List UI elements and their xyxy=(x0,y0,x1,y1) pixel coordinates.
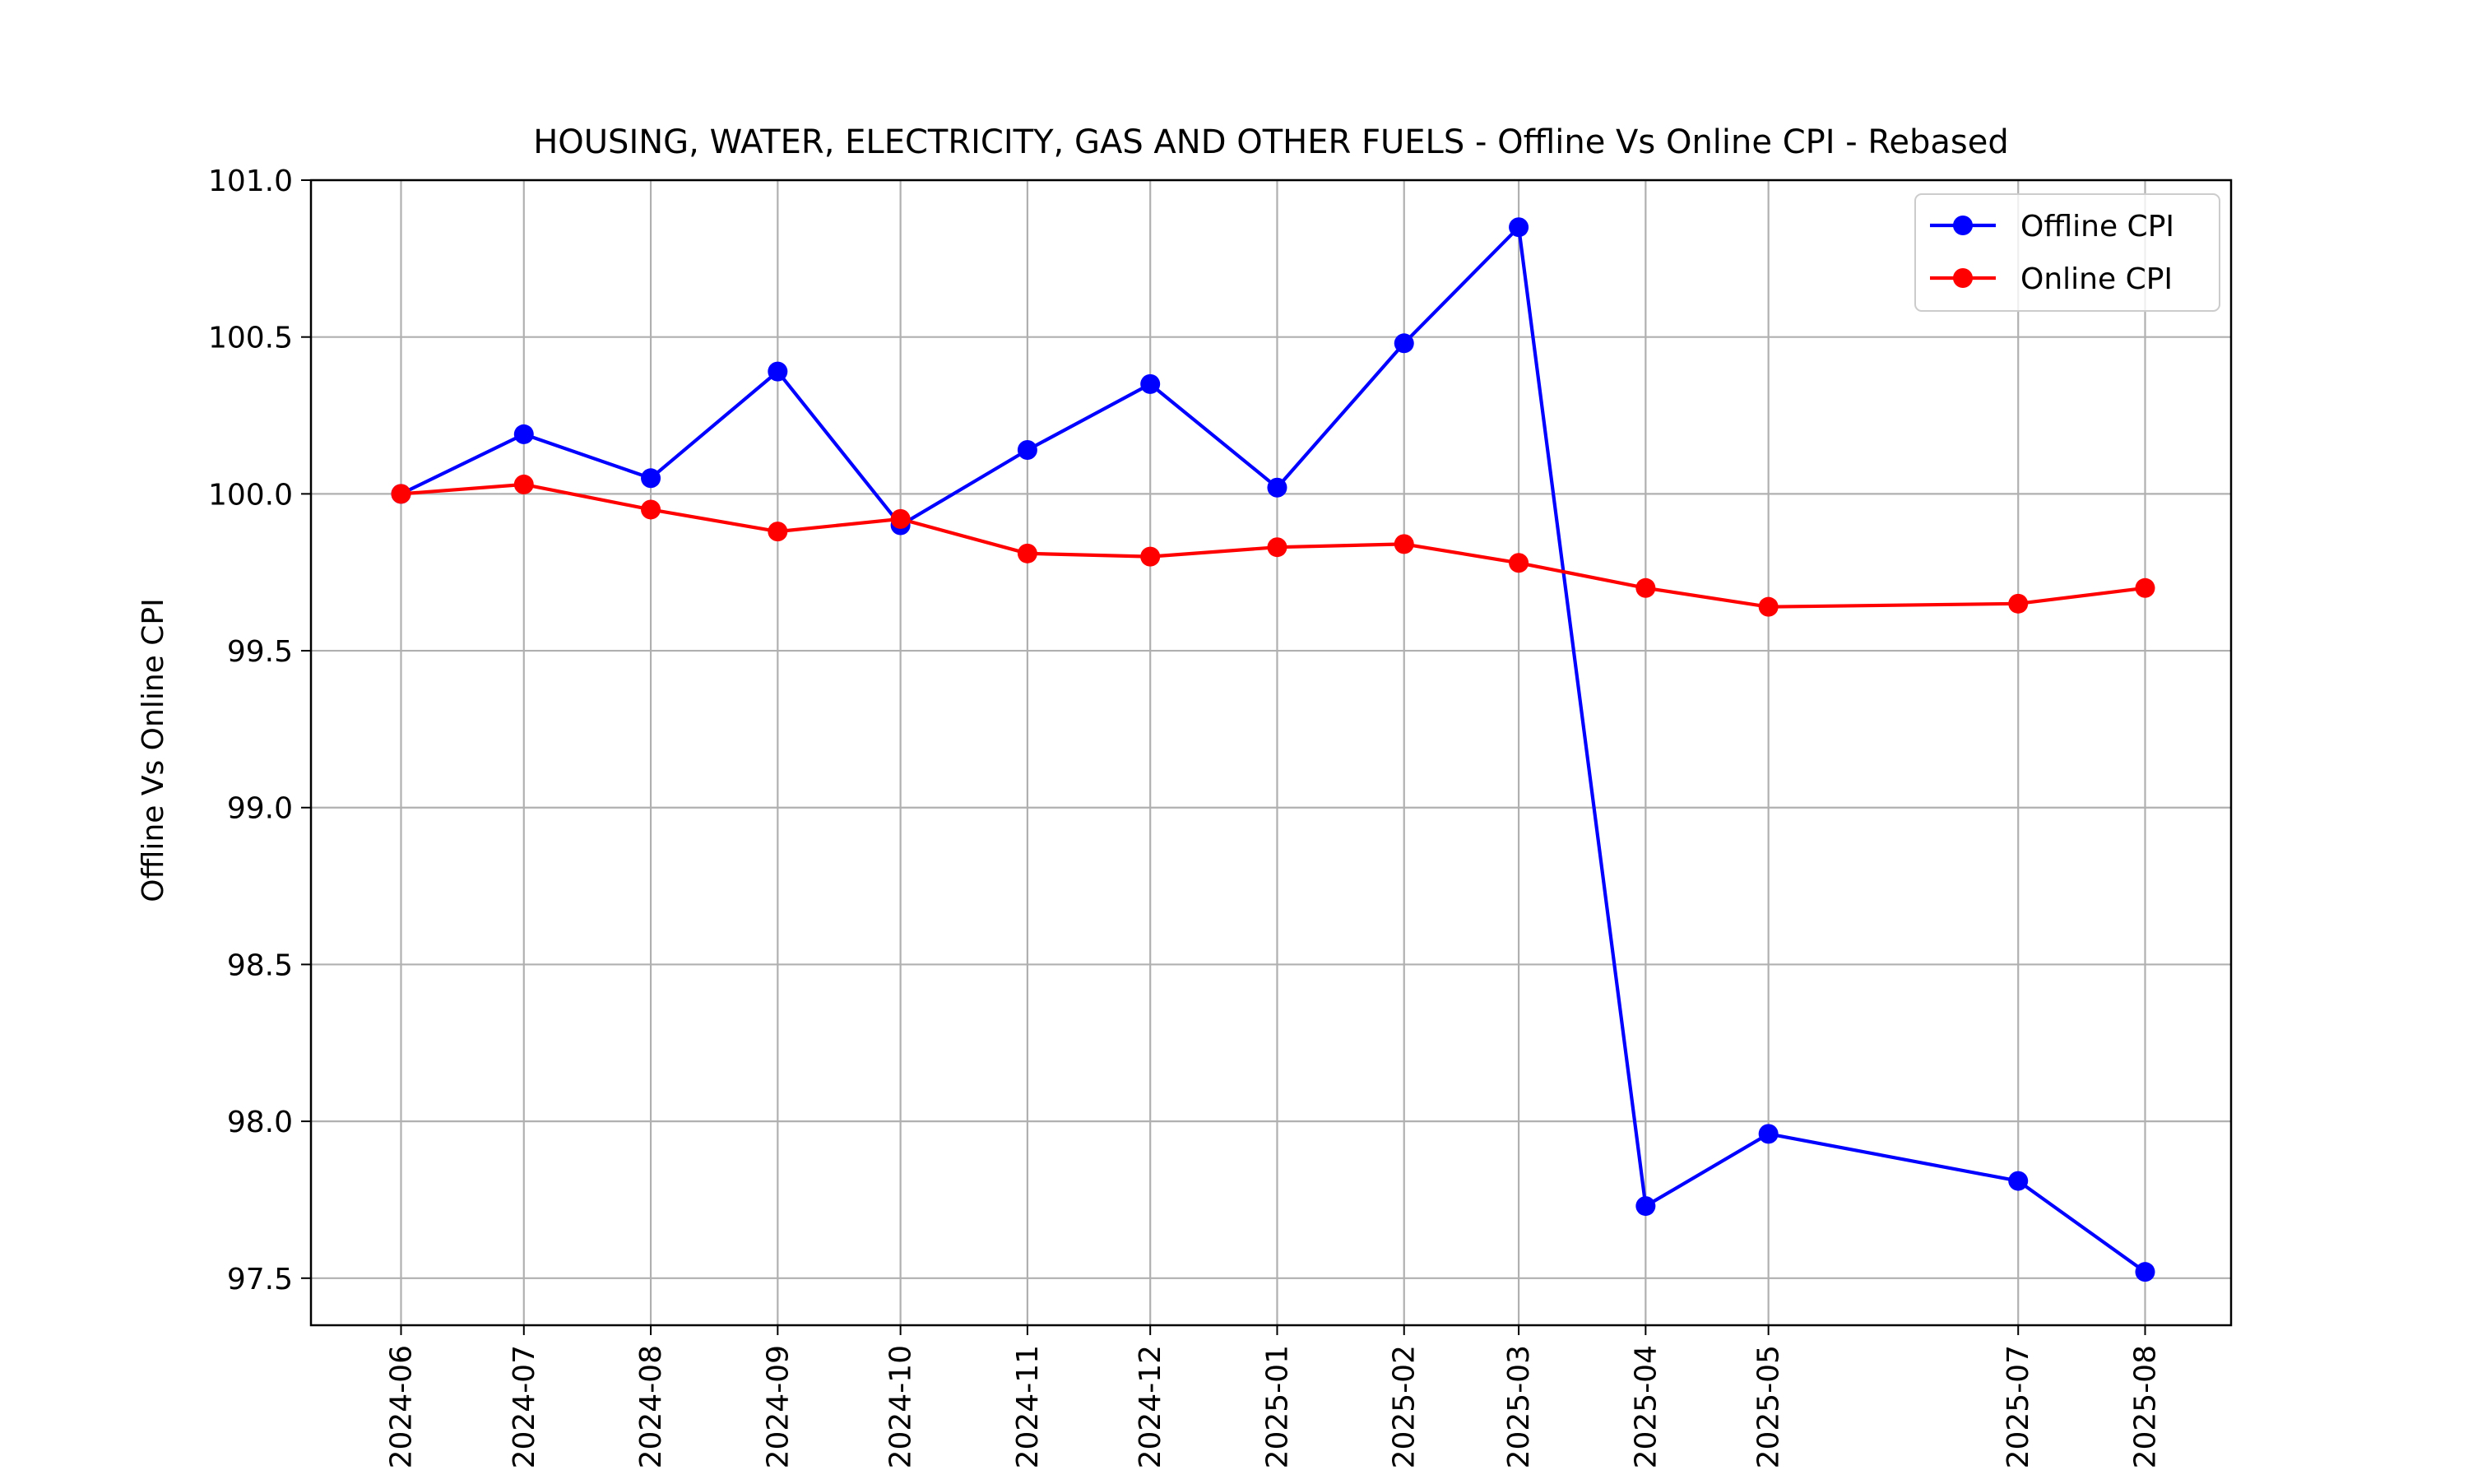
y-tick-label: 99.0 xyxy=(227,792,293,826)
offline-cpi-point xyxy=(1635,1196,1656,1217)
offline-cpi-point xyxy=(1017,439,1037,460)
online-cpi-point xyxy=(1394,534,1414,554)
online-cpi-point xyxy=(391,484,411,504)
plot-frame xyxy=(309,179,2233,1327)
offline-cpi-point xyxy=(1509,217,1529,238)
legend-label: Online CPI xyxy=(2020,262,2173,296)
offline-cpi-point xyxy=(1140,373,1161,394)
legend-box xyxy=(1914,193,2220,312)
offline-cpi-point xyxy=(513,424,534,444)
online-cpi-point xyxy=(890,508,911,529)
x-tick-label: 2024-09 xyxy=(761,1345,795,1468)
legend-marker xyxy=(1953,268,1973,288)
x-tick-label: 2024-12 xyxy=(1134,1345,1167,1468)
offline-cpi-point xyxy=(1394,333,1414,354)
x-tick-label: 2024-08 xyxy=(634,1345,668,1468)
chart-title: HOUSING, WATER, ELECTRICITY, GAS AND OTH… xyxy=(533,123,2009,161)
online-cpi-point xyxy=(1635,577,1656,598)
online-cpi-point xyxy=(641,499,661,520)
x-tick-label: 2024-11 xyxy=(1011,1345,1045,1468)
offline-cpi-line xyxy=(400,225,2146,1273)
online-cpi-point xyxy=(1140,546,1161,567)
data-series xyxy=(391,217,2155,1282)
offline-cpi-point xyxy=(768,361,788,382)
legend-label: Offline CPI xyxy=(2020,210,2174,243)
offline-cpi-point xyxy=(1758,1124,1779,1144)
x-tick-label: 2025-01 xyxy=(1260,1345,1294,1468)
x-tick-label: 2024-07 xyxy=(508,1345,541,1468)
x-tick-label: 2025-07 xyxy=(2002,1345,2035,1468)
y-tick-label: 100.0 xyxy=(208,478,293,512)
online-cpi-point xyxy=(1017,543,1037,563)
y-tick-label: 98.0 xyxy=(227,1106,293,1139)
online-cpi-point xyxy=(768,522,788,542)
y-tick-label: 99.5 xyxy=(227,635,293,669)
y-tick-label: 98.5 xyxy=(227,948,293,982)
legend-marker xyxy=(1953,216,1973,235)
y-axis-label: Offline Vs Online CPI xyxy=(137,598,170,902)
x-tick-label: 2025-08 xyxy=(2128,1345,2162,1468)
online-cpi-line xyxy=(401,482,2146,609)
online-cpi-point xyxy=(1509,553,1529,573)
online-cpi-point xyxy=(1267,537,1287,558)
online-cpi-point xyxy=(513,474,534,494)
x-tick-label: 2025-04 xyxy=(1629,1345,1663,1468)
offline-cpi-point xyxy=(2135,1262,2155,1282)
axes: 2024-06 2024-07 2024-08 2024-09 2024-10 2024-… xyxy=(208,165,2163,1468)
x-tick-label: 2025-02 xyxy=(1388,1345,1422,1468)
online-cpi-point xyxy=(2008,593,2029,614)
y-tick-label: 97.5 xyxy=(227,1263,293,1296)
x-tick-label: 2025-03 xyxy=(1502,1345,1536,1468)
x-tick-label: 2024-10 xyxy=(884,1345,918,1468)
y-tick-label: 100.5 xyxy=(208,322,293,355)
offline-cpi-point xyxy=(1267,477,1287,498)
offline-cpi-point xyxy=(641,468,661,489)
offline-cpi-point xyxy=(2008,1171,2029,1191)
x-tick-label: 2024-06 xyxy=(384,1345,418,1468)
online-cpi-point xyxy=(1758,596,1779,617)
x-tick-label: 2025-05 xyxy=(1752,1345,1786,1468)
online-cpi-point xyxy=(2135,577,2155,598)
legend: Offline CPI Online CPI xyxy=(1914,193,2220,312)
y-tick-label: 101.0 xyxy=(208,165,293,198)
